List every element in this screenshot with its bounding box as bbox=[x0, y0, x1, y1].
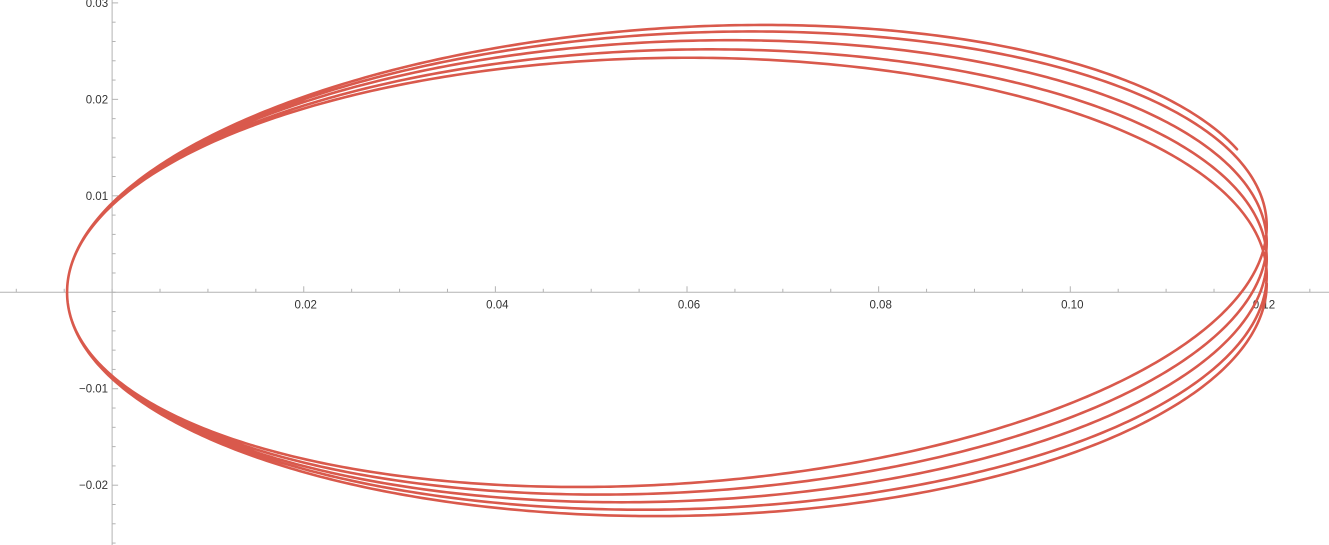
x-tick-label: 0.02 bbox=[295, 299, 317, 311]
x-tick-label: 0.10 bbox=[1061, 299, 1083, 311]
x-tick-label: 0.04 bbox=[486, 299, 509, 311]
x-tick-label: 0.08 bbox=[869, 299, 891, 311]
y-tick-label: 0.01 bbox=[86, 191, 108, 203]
x-tick-label: 0.06 bbox=[678, 299, 700, 311]
y-tick-label: 0.03 bbox=[86, 0, 108, 10]
tick-labels: 0.02 0.04 0.06 0.08 0.10 0.12 0.03 0.02 … bbox=[79, 0, 1275, 492]
y-tick-label: 0.02 bbox=[86, 94, 108, 106]
trajectory-curve bbox=[65, 23, 1269, 518]
y-tick-label: −0.01 bbox=[79, 384, 108, 396]
y-tick-label: −0.02 bbox=[79, 480, 108, 492]
